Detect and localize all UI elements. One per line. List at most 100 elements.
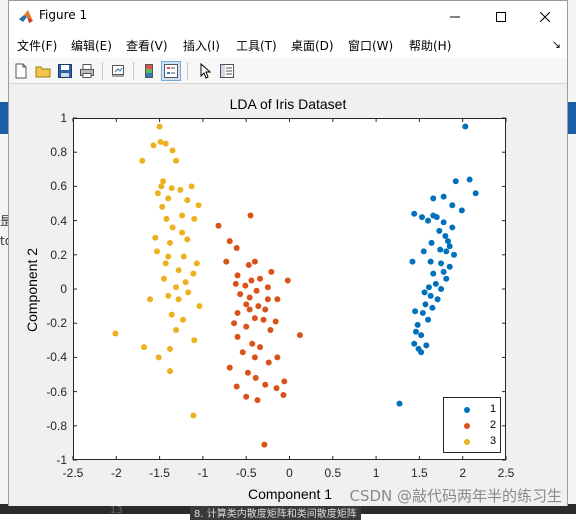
open-file-button[interactable]: [33, 61, 53, 81]
toolbar-separator: [187, 62, 188, 80]
legend-entry: 1: [444, 403, 500, 418]
data-point-class-3: [195, 202, 202, 209]
data-point-class-2: [234, 309, 241, 316]
title-bar[interactable]: Figure 1: [9, 1, 567, 32]
data-point-class-2: [239, 349, 246, 356]
menu-view[interactable]: 查看(V): [126, 39, 168, 53]
data-point-class-2: [234, 333, 241, 340]
x-tick-label: 2: [459, 466, 467, 480]
x-tick-label: -1: [197, 466, 209, 480]
data-point-class-3: [155, 354, 162, 361]
data-point-class-1: [440, 219, 447, 226]
data-point-class-1: [409, 258, 416, 265]
data-point-class-3: [150, 142, 157, 149]
data-point-class-3: [162, 140, 169, 147]
data-point-class-3: [173, 327, 180, 334]
maximize-icon: [496, 11, 506, 22]
data-point-class-2: [252, 374, 259, 381]
data-point-class-1: [418, 349, 425, 356]
data-point-class-3: [166, 239, 173, 246]
data-point-class-1: [438, 286, 445, 292]
new-figure-icon: [15, 63, 27, 79]
data-point-class-1: [449, 224, 456, 231]
menu-file[interactable]: 文件(F): [17, 39, 58, 53]
data-point-class-3: [184, 236, 191, 243]
data-point-class-3: [179, 316, 186, 323]
data-point-class-2: [226, 364, 233, 371]
data-point-class-1: [432, 280, 439, 287]
data-point-class-2: [257, 344, 264, 351]
data-point-class-3: [169, 224, 176, 231]
new-figure-button[interactable]: [11, 61, 31, 81]
data-point-class-1: [430, 195, 437, 202]
data-point-class-3: [166, 368, 173, 375]
data-point-class-3: [173, 157, 180, 164]
maximize-button[interactable]: [478, 1, 524, 32]
data-point-class-1: [446, 263, 453, 270]
data-point-class-2: [246, 306, 253, 313]
save-button[interactable]: [55, 61, 75, 81]
watermark: CSDN @敲代码两年半的练习生: [349, 487, 562, 505]
data-point-class-2: [243, 323, 250, 330]
pointer-button[interactable]: [195, 61, 215, 81]
data-point-class-1: [411, 340, 418, 347]
menu-overflow-icon[interactable]: ↘: [551, 38, 561, 51]
data-point-class-2: [249, 340, 256, 347]
data-point-class-1: [425, 316, 432, 323]
insert-legend-icon: [164, 64, 178, 78]
x-tick-label: 0.5: [324, 466, 342, 480]
x-tick-label: 0: [286, 466, 293, 480]
minimize-button[interactable]: [432, 1, 478, 32]
minimize-icon: [450, 16, 460, 17]
insert-colorbar-button[interactable]: [139, 61, 159, 81]
data-point-class-2: [243, 301, 250, 308]
data-point-class-2: [251, 354, 258, 361]
close-button[interactable]: [522, 1, 568, 32]
data-point-class-2: [268, 268, 275, 275]
data-point-class-2: [231, 320, 238, 327]
menu-tools[interactable]: 工具(T): [236, 39, 277, 53]
data-point-class-1: [423, 342, 430, 349]
data-point-class-2: [274, 296, 281, 303]
menu-desktop[interactable]: 桌面(D): [291, 39, 334, 53]
data-point-class-1: [425, 284, 432, 291]
data-point-class-2: [251, 258, 258, 265]
x-axis-label: Component 1: [247, 486, 333, 502]
print-button[interactable]: [77, 61, 97, 81]
x-tick-label: -0.5: [235, 466, 257, 480]
data-point-class-1: [458, 207, 465, 214]
data-point-class-1: [437, 246, 444, 253]
menu-window[interactable]: 窗口(W): [348, 39, 394, 53]
insert-legend-button[interactable]: [161, 61, 181, 81]
y-tick-label: 0.8: [50, 145, 67, 160]
legend-marker: [464, 407, 470, 413]
data-point-class-1: [425, 217, 432, 224]
legend-entry: 2: [444, 419, 500, 434]
data-point-class-1: [421, 289, 428, 296]
property-inspector-button[interactable]: [217, 61, 237, 81]
data-point-class-1: [449, 202, 456, 209]
menu-insert[interactable]: 插入(I): [183, 39, 220, 53]
data-point-class-1: [420, 248, 427, 255]
menu-edit[interactable]: 编辑(E): [71, 39, 112, 53]
menu-bar: 文件(F) 编辑(E) 查看(V) 插入(I) 工具(T) 桌面(D) 窗口(W…: [9, 32, 567, 58]
y-tick-label: 0.4: [50, 213, 67, 228]
data-point-class-2: [247, 212, 254, 219]
y-tick-label: 0: [60, 282, 67, 296]
data-point-class-3: [165, 292, 172, 299]
background-line-number: 13: [110, 505, 123, 516]
data-point-class-1: [438, 260, 445, 267]
data-point-class-2: [264, 284, 271, 291]
data-point-class-2: [274, 354, 281, 361]
data-point-class-2: [251, 315, 258, 322]
data-point-class-3: [196, 303, 203, 310]
property-inspector-icon: [220, 64, 234, 78]
menu-help[interactable]: 帮助(H): [409, 39, 452, 53]
data-point-class-3: [166, 345, 173, 352]
data-point-class-1: [442, 232, 449, 239]
data-point-class-3: [179, 229, 186, 236]
data-point-class-3: [112, 330, 119, 337]
legend[interactable]: 1 2 3: [443, 397, 501, 453]
link-plot-button[interactable]: [108, 61, 128, 81]
